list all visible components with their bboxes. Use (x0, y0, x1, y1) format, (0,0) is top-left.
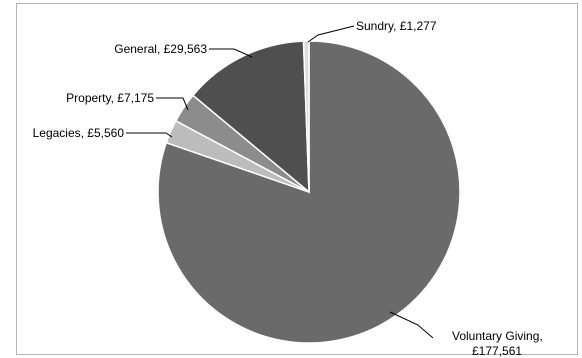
data-label-2: Property, £7,175 (66, 91, 154, 105)
leader-lines (126, 25, 434, 339)
data-label-1: Legacies, £5,560 (33, 126, 125, 140)
leader-line-2 (156, 97, 189, 111)
leader-line-0 (389, 311, 434, 339)
leader-line-3 (209, 48, 253, 58)
data-label-0-line-0: Voluntary Giving, (452, 329, 543, 343)
pie-slice-3 (191, 40, 310, 194)
pie-slices (157, 40, 461, 344)
data-label-0-line-1: £177,561 (472, 344, 522, 358)
data-label-3: General, £29,563 (114, 42, 207, 56)
data-label-4: Sundry, £1,277 (356, 19, 437, 33)
leader-line-1 (126, 132, 173, 138)
data-labels: Voluntary Giving,£177,561 Legacies, £5,56… (33, 19, 543, 358)
leader-line-4 (307, 25, 355, 43)
